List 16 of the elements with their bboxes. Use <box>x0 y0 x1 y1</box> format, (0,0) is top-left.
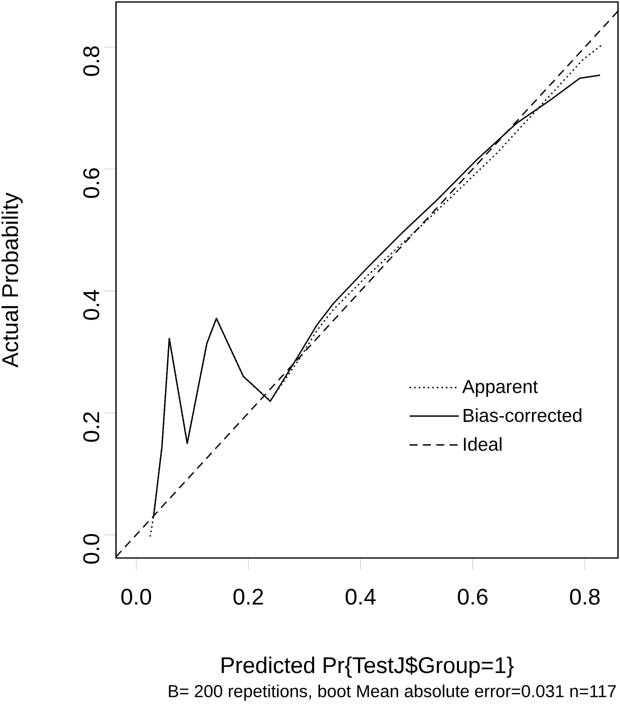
legend-label: Bias-corrected <box>464 408 582 422</box>
x-axis-title: Predicted Pr{TestJ$Group=1} <box>222 656 514 678</box>
y-tick-label: 0.0 <box>83 534 100 564</box>
y-tick-label: 0.8 <box>83 46 100 76</box>
y-axis-title: Actual Probability <box>2 192 23 368</box>
legend-label: Apparent <box>462 380 538 397</box>
x-tick-label: 0.8 <box>570 588 600 605</box>
y-tick-label: 0.2 <box>83 412 100 442</box>
x-tick-label: 0.0 <box>121 588 152 605</box>
legend-label: Ideal <box>464 437 502 451</box>
x-tick-label: 0.4 <box>346 588 376 605</box>
text: B= 200 repetitions, boot Mean absolute error=0.031 n=117 <box>168 684 616 701</box>
x-tick-label: 0.6 <box>458 588 488 605</box>
y-tick-label: 0.6 <box>83 168 100 198</box>
y-tick-label: 0.4 <box>83 290 100 320</box>
x-tick-label: 0.2 <box>233 588 263 605</box>
